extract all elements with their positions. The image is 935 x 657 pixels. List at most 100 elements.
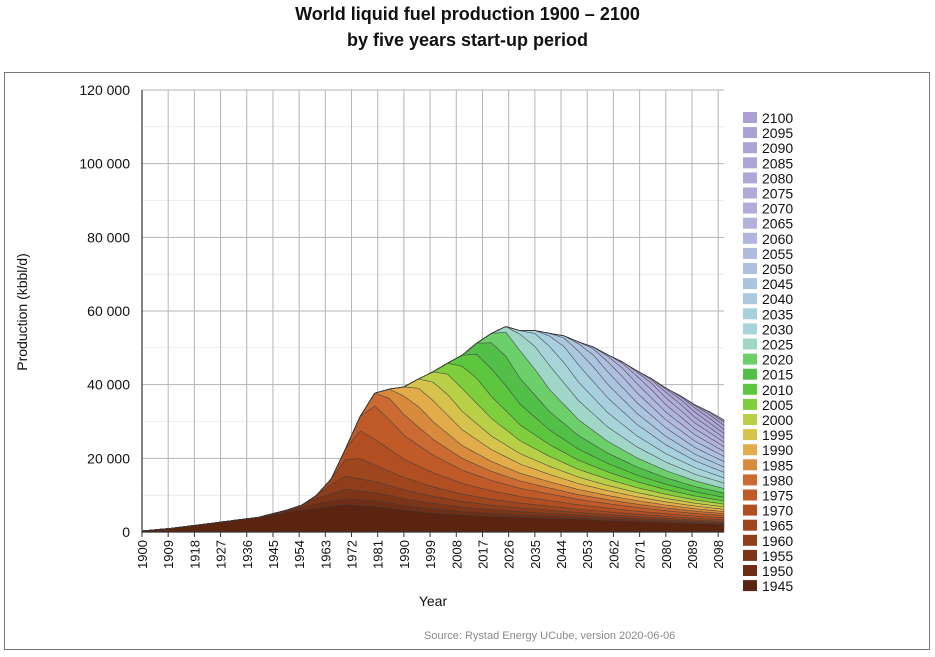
legend-label-2045: 2045 [762, 276, 793, 292]
x-tick-label: 2035 [528, 540, 543, 569]
area-series-2100 [141, 326, 725, 532]
x-tick-label: 2017 [475, 540, 490, 569]
x-tick-label: 2026 [502, 540, 517, 569]
x-tick-label: 1900 [135, 540, 150, 569]
legend-swatch-1945 [743, 580, 757, 592]
x-tick-label: 1972 [345, 540, 360, 569]
legend-swatch-1995 [743, 429, 757, 441]
x-tick-label: 2080 [659, 540, 674, 569]
x-tick-label: 2008 [449, 540, 464, 569]
x-tick-label: 1981 [371, 540, 386, 569]
legend-label-2080: 2080 [762, 170, 793, 186]
legend-label-2060: 2060 [762, 231, 793, 247]
legend-label-2085: 2085 [762, 155, 793, 171]
legend-label-2030: 2030 [762, 321, 793, 337]
legend-swatch-1980 [743, 474, 757, 486]
legend-swatch-2005 [743, 398, 757, 410]
legend-label-2090: 2090 [762, 140, 793, 156]
legend-swatch-2095 [743, 127, 757, 139]
chart-title: World liquid fuel production 1900 – 2100 [295, 4, 640, 24]
legend-label-2100: 2100 [762, 110, 793, 126]
stacked-areas [141, 326, 725, 533]
legend-swatch-2075 [743, 187, 757, 199]
legend-label-2010: 2010 [762, 382, 793, 398]
legend-swatch-2030 [743, 323, 757, 335]
legend-swatch-2050 [743, 263, 757, 274]
y-tick-label: 120 000 [79, 82, 130, 98]
legend-swatch-2020 [743, 353, 757, 365]
legend-swatch-1960 [743, 534, 757, 546]
legend-swatch-2070 [743, 202, 757, 214]
legend-label-2055: 2055 [762, 246, 793, 262]
legend-label-1975: 1975 [762, 488, 793, 504]
legend-label-2050: 2050 [762, 261, 793, 277]
legend-label-2075: 2075 [762, 186, 793, 202]
legend-label-2070: 2070 [762, 201, 793, 217]
x-tick-label: 2071 [633, 540, 648, 569]
legend-swatch-2035 [743, 308, 757, 320]
legend-swatch-1975 [743, 489, 757, 501]
x-tick-label: 2098 [711, 540, 726, 569]
legend-swatch-2025 [743, 338, 757, 350]
legend-swatch-2000 [743, 414, 757, 425]
x-tick-label: 1936 [240, 540, 255, 569]
legend-swatch-2010 [743, 383, 757, 395]
x-tick-label: 1963 [318, 540, 333, 569]
legend-swatch-2060 [743, 232, 757, 244]
legend-swatch-1990 [743, 444, 757, 456]
legend-label-2020: 2020 [762, 352, 793, 368]
legend-swatch-2040 [743, 293, 757, 305]
x-tick-label: 1954 [292, 540, 307, 569]
y-tick-label: 40 000 [87, 377, 130, 393]
x-tick-label: 2053 [580, 540, 595, 569]
x-tick-label: 1990 [397, 540, 412, 569]
x-tick-label: 2044 [554, 540, 569, 569]
legend: 2100209520902085208020752070206520602055… [743, 110, 793, 594]
legend-label-1990: 1990 [762, 442, 793, 458]
legend-label-1960: 1960 [762, 533, 793, 549]
legend-label-1980: 1980 [762, 472, 793, 488]
legend-swatch-2080 [743, 172, 757, 184]
legend-swatch-1985 [743, 459, 757, 471]
y-tick-label: 0 [122, 524, 130, 540]
legend-label-1995: 1995 [762, 427, 793, 443]
y-tick-label: 20 000 [87, 450, 130, 466]
x-tick-label: 1999 [423, 540, 438, 569]
x-tick-label: 1909 [161, 540, 176, 569]
y-axis: 0 20 000 40 000 60 000 80 000 100 000 120 000 [79, 82, 143, 540]
legend-label-2015: 2015 [762, 367, 793, 383]
legend-swatch-2045 [743, 278, 757, 290]
legend-swatch-2085 [743, 157, 757, 169]
legend-label-2065: 2065 [762, 216, 793, 232]
x-tick-label: 1927 [214, 540, 229, 569]
legend-label-1985: 1985 [762, 457, 793, 473]
legend-label-1955: 1955 [762, 548, 793, 564]
legend-label-2000: 2000 [762, 412, 793, 428]
x-tick-label: 2089 [685, 540, 700, 569]
legend-swatch-1950 [743, 565, 757, 576]
y-tick-label: 60 000 [87, 303, 130, 319]
y-axis-label: Production (kbbl/d) [14, 253, 30, 371]
y-tick-label: 100 000 [79, 156, 130, 172]
chart-frame [4, 72, 930, 650]
legend-swatch-1965 [743, 519, 757, 531]
legend-swatch-2065 [743, 217, 757, 229]
x-tick-label: 1945 [266, 540, 281, 569]
source-note: Source: Rystad Energy UCube, version 202… [424, 630, 676, 642]
x-tick-label: 2062 [606, 540, 621, 569]
x-tick-label: 1918 [187, 540, 202, 569]
chart-subtitle: by five years start-up period [346, 30, 589, 50]
legend-swatch-2100 [743, 112, 757, 123]
legend-swatch-2055 [743, 247, 757, 259]
legend-label-2040: 2040 [762, 291, 793, 307]
x-axis: 1900 1909 1918 1927 1936 1945 1954 1963 1972 1981… [135, 531, 726, 569]
legend-swatch-1970 [743, 504, 757, 516]
legend-swatch-2090 [743, 142, 757, 154]
legend-label-2005: 2005 [762, 397, 793, 413]
x-axis-label: Year [419, 593, 448, 609]
legend-swatch-2015 [743, 368, 757, 380]
legend-swatch-1955 [743, 549, 757, 561]
legend-label-2095: 2095 [762, 125, 793, 141]
legend-label-1945: 1945 [762, 578, 793, 594]
